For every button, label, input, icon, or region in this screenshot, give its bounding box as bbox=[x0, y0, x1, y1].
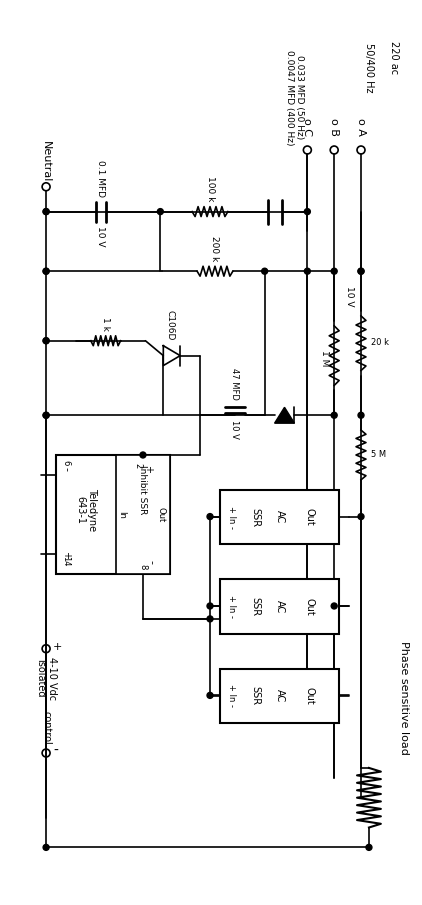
Circle shape bbox=[304, 268, 310, 274]
Text: In: In bbox=[116, 510, 126, 519]
Text: + In -: + In - bbox=[227, 684, 236, 708]
Text: +: + bbox=[61, 551, 71, 559]
Circle shape bbox=[366, 844, 372, 851]
Text: Out: Out bbox=[156, 507, 165, 522]
Circle shape bbox=[207, 603, 213, 609]
Text: 10 V: 10 V bbox=[96, 226, 105, 247]
Bar bbox=[116, 455, 170, 574]
Bar bbox=[56, 455, 170, 574]
Circle shape bbox=[43, 209, 49, 214]
Circle shape bbox=[358, 413, 364, 418]
Circle shape bbox=[43, 268, 49, 274]
Circle shape bbox=[157, 209, 163, 214]
Circle shape bbox=[358, 514, 364, 519]
Text: 2: 2 bbox=[133, 463, 143, 468]
Circle shape bbox=[43, 413, 49, 418]
Circle shape bbox=[43, 338, 49, 344]
Circle shape bbox=[207, 692, 213, 699]
Circle shape bbox=[43, 268, 49, 274]
Circle shape bbox=[43, 338, 49, 344]
Text: o C: o C bbox=[302, 119, 312, 136]
Bar bbox=[220, 579, 339, 634]
Circle shape bbox=[207, 616, 213, 622]
Text: 1 k: 1 k bbox=[101, 317, 110, 331]
Text: C106D: C106D bbox=[166, 310, 175, 341]
Text: o A: o A bbox=[356, 119, 366, 136]
Text: 6: 6 bbox=[61, 460, 70, 465]
Text: 200 k: 200 k bbox=[211, 236, 219, 262]
Text: Neutral: Neutral bbox=[41, 141, 51, 183]
Text: SSR: SSR bbox=[251, 686, 261, 706]
Polygon shape bbox=[275, 407, 295, 424]
Text: + In -: + In - bbox=[227, 595, 236, 618]
Circle shape bbox=[262, 268, 268, 274]
Text: -: - bbox=[61, 467, 71, 471]
Text: Phase sensitive load: Phase sensitive load bbox=[399, 642, 409, 756]
Text: 5 M: 5 M bbox=[371, 451, 386, 460]
Circle shape bbox=[331, 413, 337, 418]
Text: Out: Out bbox=[304, 597, 314, 615]
Text: 8: 8 bbox=[138, 564, 147, 569]
Text: AC: AC bbox=[275, 510, 284, 524]
Circle shape bbox=[331, 268, 337, 274]
Text: Out: Out bbox=[304, 687, 314, 705]
Text: 1 M: 1 M bbox=[320, 350, 329, 367]
Circle shape bbox=[43, 844, 49, 851]
Text: 10 V: 10 V bbox=[345, 286, 354, 306]
Text: 4-10 Vdc
isolated: 4-10 Vdc isolated bbox=[35, 657, 57, 700]
Text: SSR: SSR bbox=[251, 508, 261, 527]
Text: AC: AC bbox=[275, 600, 284, 613]
Text: 10 V: 10 V bbox=[230, 420, 239, 439]
Text: +: + bbox=[143, 465, 153, 473]
Text: Teledyne
643-1: Teledyne 643-1 bbox=[75, 488, 97, 531]
Circle shape bbox=[43, 413, 49, 418]
Text: 20 k: 20 k bbox=[371, 338, 389, 348]
Circle shape bbox=[358, 268, 364, 274]
Text: 220 ac: 220 ac bbox=[389, 41, 399, 74]
Text: 100 k: 100 k bbox=[206, 176, 214, 202]
Circle shape bbox=[358, 268, 364, 274]
Text: 14: 14 bbox=[61, 556, 70, 567]
Circle shape bbox=[207, 514, 213, 519]
Text: 0.033 MFD (50 Hz)
0.0047 MFD (400 Hz): 0.033 MFD (50 Hz) 0.0047 MFD (400 Hz) bbox=[285, 50, 304, 145]
Text: + In -: + In - bbox=[227, 506, 236, 529]
Text: o B: o B bbox=[329, 119, 339, 136]
Text: SSR: SSR bbox=[251, 597, 261, 616]
Text: AC: AC bbox=[275, 690, 284, 702]
Text: control: control bbox=[41, 711, 51, 745]
Circle shape bbox=[140, 452, 146, 458]
Circle shape bbox=[43, 209, 49, 214]
Bar bbox=[220, 669, 339, 723]
Text: -: - bbox=[53, 744, 58, 758]
Text: 50/400 Hz: 50/400 Hz bbox=[364, 43, 374, 92]
Bar bbox=[220, 490, 339, 545]
Text: -: - bbox=[146, 560, 156, 564]
Text: 47 MFD: 47 MFD bbox=[230, 368, 239, 400]
Text: +: + bbox=[53, 642, 62, 652]
Circle shape bbox=[331, 603, 337, 609]
Text: Inhibit SSR: Inhibit SSR bbox=[138, 465, 147, 514]
Text: 0.1 MFD: 0.1 MFD bbox=[96, 159, 105, 196]
Text: Out: Out bbox=[304, 509, 314, 526]
Circle shape bbox=[304, 209, 310, 214]
